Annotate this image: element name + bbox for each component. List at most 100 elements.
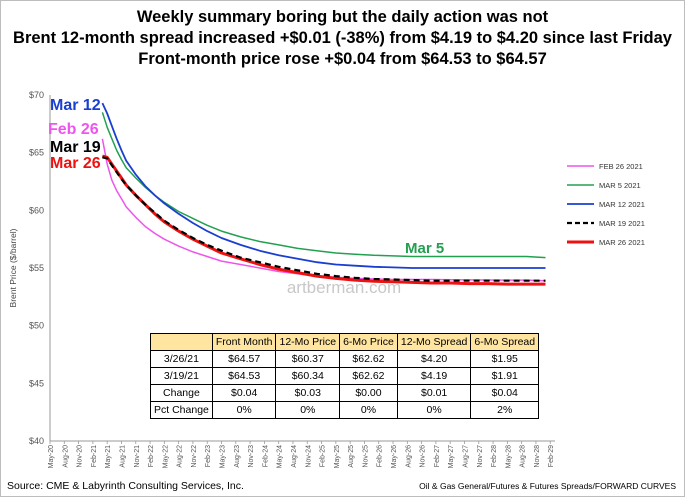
summary-table: Front Month 12-Mo Price 6-Mo Price 12-Mo… (150, 333, 540, 419)
series-line-mar12 (101, 102, 546, 269)
x-tick-label: Feb-21 (91, 445, 98, 467)
table-row-label: Change (150, 384, 213, 402)
x-tick-label: Nov-28 (534, 445, 541, 468)
table-row: Pct Change 0% 0% 0% 0% 2% (150, 401, 540, 419)
table-cell: $0.03 (275, 384, 341, 402)
table-cell: 0% (339, 401, 398, 419)
table-cell: $1.95 (470, 350, 540, 368)
x-tick-label: Feb-27 (434, 445, 441, 467)
y-tick-label: $40 (29, 436, 44, 446)
table-header-cell: 6-Mo Price (339, 333, 398, 351)
table-header-cell: 12-Mo Price (275, 333, 341, 351)
x-tick-label: May-21 (105, 445, 112, 468)
table-cell: $4.20 (396, 350, 472, 368)
table-header-cell: 6-Mo Spread (470, 333, 540, 351)
table-cell: $0.00 (339, 384, 398, 402)
x-tick-label: Feb-29 (548, 445, 555, 467)
x-tick-label: May-26 (391, 445, 398, 468)
watermark-text: artberman.com (287, 278, 401, 297)
table-row: 3/19/21 $64.53 $60.34 $62.62 $4.19 $1.91 (150, 367, 540, 385)
table-cell: $60.37 (275, 350, 341, 368)
x-tick-label: Nov-20 (77, 445, 84, 468)
x-tick-label: Nov-21 (134, 445, 141, 468)
table-cell: $0.01 (396, 384, 472, 402)
title-line-2: Brent 12-month spread increased +$0.01 (… (13, 29, 672, 47)
x-tick-label: Aug-25 (348, 445, 355, 468)
x-tick-label: Nov-26 (420, 445, 427, 468)
table-cell: $1.91 (470, 367, 540, 385)
table-cell: $0.04 (470, 384, 540, 402)
x-tick-label: Feb-25 (320, 445, 327, 467)
y-tick-label: $45 (29, 378, 44, 388)
x-tick-label: Aug-22 (177, 445, 184, 468)
y-axis-label: Brent Price ($/barrel) (8, 228, 18, 307)
x-tick-label: Feb-23 (205, 445, 212, 467)
table-cell: $62.62 (339, 350, 398, 368)
table-cell: $0.04 (211, 384, 277, 402)
x-tick-label: May-23 (220, 445, 227, 468)
x-tick-label: Nov-23 (248, 445, 255, 468)
series-line-mar26 (102, 154, 546, 286)
table-header-cell (150, 333, 213, 351)
legend-label-mar26: MAR 26 2021 (599, 238, 645, 247)
table-cell: $4.19 (396, 367, 472, 385)
table-header-row: Front Month 12-Mo Price 6-Mo Price 12-Mo… (150, 333, 540, 351)
x-tick-label: Nov-27 (477, 445, 484, 468)
x-tick-label: Aug-26 (405, 445, 412, 468)
y-tick-label: $55 (29, 263, 44, 273)
x-tick-label: Aug-23 (234, 445, 241, 468)
x-tick-label: May-28 (505, 445, 512, 468)
x-tick-label: May-27 (448, 445, 455, 468)
table-row-label: Pct Change (150, 401, 213, 419)
x-tick-label: Feb-28 (491, 445, 498, 467)
curve-label-mar5: Mar 5 (405, 240, 444, 257)
x-tick-label: Aug-28 (520, 445, 527, 468)
table-cell: 2% (470, 401, 540, 419)
y-tick-label: $70 (29, 90, 44, 100)
x-tick-label: Nov-22 (191, 445, 198, 468)
table-cell: $62.62 (339, 367, 398, 385)
table-row-label: 3/19/21 (150, 367, 213, 385)
curve-label-mar19: Mar 19 (50, 139, 101, 156)
legend-label-mar19: MAR 19 2021 (599, 219, 645, 228)
y-tick-label: $50 (29, 321, 44, 331)
table-cell: 0% (396, 401, 472, 419)
title-line-3: Front-month price rose +$0.04 from $64.5… (138, 50, 547, 68)
table-row-label: 3/26/21 (150, 350, 213, 368)
curve-label-mar26: Mar 26 (50, 155, 101, 172)
x-tick-label: May-20 (48, 445, 55, 468)
x-tick-label: Aug-21 (119, 445, 126, 468)
x-tick-label: Nov-24 (305, 445, 312, 468)
title-line-1: Weekly summary boring but the daily acti… (136, 8, 549, 26)
x-tick-label: May-25 (334, 445, 341, 468)
legend-label-mar12: MAR 12 2021 (599, 200, 645, 209)
series-line-mar19 (102, 156, 546, 282)
table-cell: $64.53 (211, 367, 277, 385)
table-header-cell: 12-Mo Spread (396, 333, 472, 351)
curve-label-mar12: Mar 12 (50, 97, 101, 114)
curve-label-feb26: Feb 26 (48, 121, 99, 138)
table-cell: 0% (275, 401, 341, 419)
x-tick-label: Nov-25 (362, 445, 369, 468)
x-tick-label: Feb-22 (148, 445, 155, 467)
x-tick-label: May-24 (277, 445, 284, 468)
table-cell: $60.34 (275, 367, 341, 385)
x-tick-label: Feb-26 (377, 445, 384, 467)
y-tick-label: $65 (29, 148, 44, 158)
x-tick-label: Aug-24 (291, 445, 298, 468)
series-line-feb26 (101, 138, 546, 282)
table-row: Change $0.04 $0.03 $0.00 $0.01 $0.04 (150, 384, 540, 402)
y-tick-label: $60 (29, 205, 44, 215)
table-cell: 0% (211, 401, 277, 419)
file-path-note: Oil & Gas General/Futures & Futures Spre… (419, 481, 676, 491)
x-tick-label: Aug-27 (462, 445, 469, 468)
x-tick-label: Aug-20 (62, 445, 69, 468)
legend-label-mar5: MAR 5 2021 (599, 181, 641, 190)
source-note: Source: CME & Labyrinth Consulting Servi… (7, 480, 244, 492)
chart-titles: Weekly summary boring but the daily acti… (0, 7, 685, 70)
table-header-cell: Front Month (211, 333, 277, 351)
x-tick-label: May-22 (162, 445, 169, 468)
table-row: 3/26/21 $64.57 $60.37 $62.62 $4.20 $1.95 (150, 350, 540, 368)
series-line-mar5 (101, 112, 546, 259)
